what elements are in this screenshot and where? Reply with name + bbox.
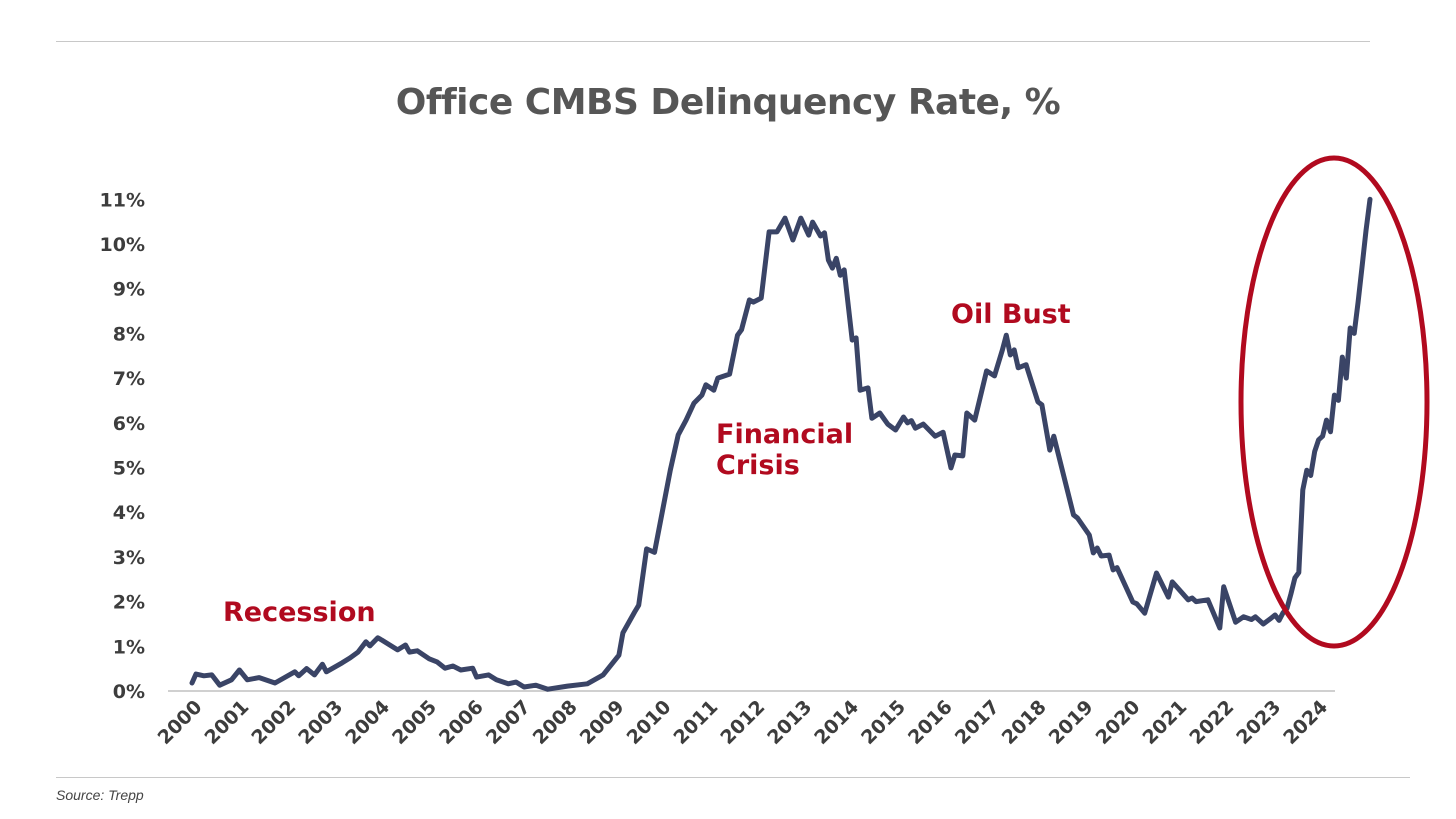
x-tick-label: 2015 [857, 696, 910, 749]
annotation-oil-bust: Oil Bust [951, 299, 1071, 330]
x-tick-label: 2020 [1092, 696, 1145, 749]
y-tick-label: 4% [113, 502, 145, 524]
x-tick-label: 2004 [341, 696, 394, 749]
y-tick-label: 3% [113, 547, 145, 569]
x-tick-label: 2001 [200, 696, 253, 749]
y-tick-label: 1% [113, 636, 145, 658]
y-tick-label: 8% [113, 323, 145, 345]
x-tick-label: 2014 [810, 696, 863, 749]
y-tick-label: 5% [113, 458, 145, 480]
y-tick-label: 6% [113, 413, 145, 435]
y-tick-label: 2% [113, 592, 145, 614]
x-tick-label: 2016 [904, 696, 957, 749]
x-tick-label: 2022 [1185, 696, 1238, 749]
x-tick-label: 2010 [623, 696, 676, 749]
x-tick-label: 2011 [669, 696, 722, 749]
x-tick-label: 2019 [1045, 696, 1098, 749]
chart-title: Office CMBS Delinquency Rate, % [395, 82, 1061, 123]
y-tick-label: 0% [113, 681, 145, 703]
x-tick-label: 2023 [1232, 696, 1285, 749]
y-tick-label: 9% [113, 279, 145, 301]
bottom-divider [56, 777, 1410, 778]
x-tick-label: 2003 [294, 696, 347, 749]
x-tick-label: 2008 [529, 696, 582, 749]
y-tick-label: 11% [100, 189, 145, 211]
x-tick-label: 2024 [1279, 696, 1332, 749]
x-tick-label: 2013 [763, 696, 816, 749]
x-tick-label: 2021 [1138, 696, 1191, 749]
x-tick-label: 2000 [154, 696, 207, 749]
x-tick-label: 2002 [247, 696, 300, 749]
y-tick-label: 7% [113, 368, 145, 390]
x-tick-label: 2017 [951, 696, 1004, 749]
x-tick-label: 2009 [576, 696, 629, 749]
highlight-ellipse [1238, 155, 1430, 649]
source-note: Source: Trepp [56, 787, 144, 803]
y-tick-label: 10% [100, 234, 145, 256]
x-tick-label: 2006 [435, 696, 488, 749]
x-tick-label: 2018 [998, 696, 1051, 749]
y-axis-ticks: 0% 1% 2% 3% 4% 5% 6% 7% 8% 9% 10% 11% [100, 189, 145, 703]
x-tick-label: 2012 [716, 696, 769, 749]
x-tick-label: 2005 [388, 696, 441, 749]
annotation-recession: Recession [223, 597, 376, 628]
delinquency-rate-line [189, 196, 1373, 692]
x-tick-label: 2007 [482, 696, 535, 749]
x-axis-ticks: 2000200120022003200420052006200720082009… [154, 696, 1333, 749]
annotation-financial-crisis: Financial [716, 419, 853, 450]
top-divider [56, 41, 1370, 42]
annotation-financial-crisis: Crisis [716, 450, 800, 481]
